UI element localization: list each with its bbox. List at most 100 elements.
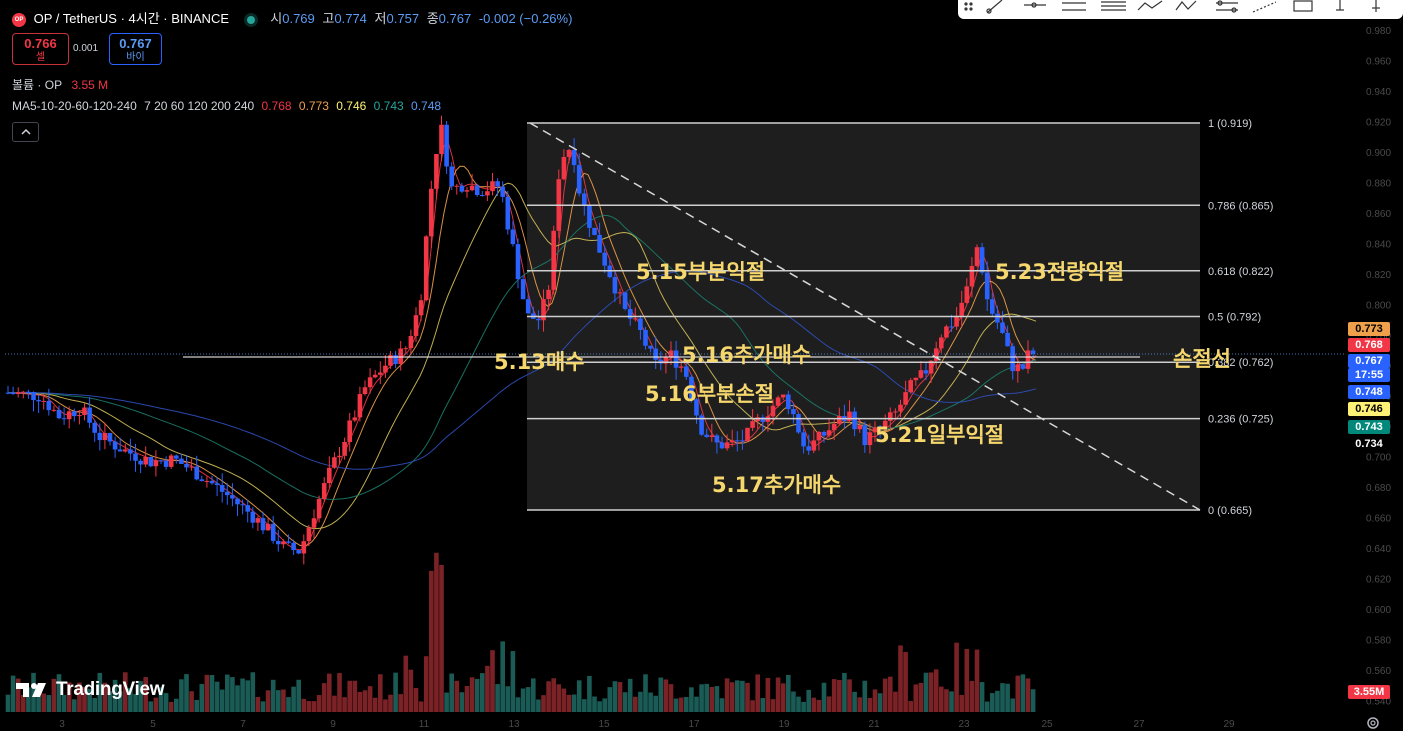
range-icon [1216, 0, 1238, 13]
candle-body [775, 397, 781, 406]
volume-bar [597, 701, 602, 712]
price-axis-tick: 0.540 [1366, 696, 1391, 707]
tradingview-logo-icon [16, 683, 46, 697]
candle-body [811, 440, 817, 451]
candle-body [826, 430, 832, 436]
candle-body [847, 411, 852, 421]
volume-bar [806, 689, 811, 712]
annotation-text[interactable]: 5.23전량익절 [995, 260, 1124, 284]
annotation-text[interactable]: 5.16부분손절 [645, 382, 774, 406]
candle-body [260, 518, 266, 531]
candle-body [31, 392, 36, 401]
tradingview-logo-text: TradingView [56, 679, 165, 700]
time-axis-tick: 25 [1041, 719, 1053, 730]
volume-bar [41, 693, 46, 712]
candle-body [520, 279, 526, 300]
candle-body [398, 348, 403, 365]
volume-bar [296, 679, 301, 712]
annotation-text[interactable]: 손절선 [1173, 347, 1231, 371]
annotation-text[interactable]: 5.15부분익절 [636, 260, 765, 284]
candle-body [342, 441, 347, 456]
rectangle-icon [1293, 0, 1313, 12]
fib-retracement-icon [1101, 1, 1126, 11]
candle-body [724, 442, 730, 449]
candle-body [928, 360, 934, 374]
volume-bar [245, 680, 250, 712]
sell-button[interactable]: 0.766 셀 [12, 33, 69, 65]
candle-body [546, 289, 551, 300]
drawing-toolbar[interactable] [958, 0, 1403, 19]
volume-bar [786, 674, 791, 712]
candle-body [862, 425, 868, 446]
volume-bar [434, 552, 439, 712]
settings-gear-icon[interactable] [1366, 716, 1380, 730]
toolbar-icons [964, 0, 1380, 14]
ma-value-5: 0.748 [411, 99, 442, 113]
symbol-title[interactable]: OP / TetherUS · 4시간 · BINANCE [33, 11, 230, 26]
candle-body [469, 185, 475, 191]
candle-body [240, 504, 245, 506]
fib-levels[interactable]: 1 (0.919) 0.786 (0.865) 0.618 (0.822) 0.5 (… [527, 118, 1273, 517]
volume-bar [709, 686, 715, 712]
candle-body [821, 431, 827, 436]
trade-annotations[interactable]: 5.13매수 5.15부분익절 5.16추가매수 5.16부분손절 5.17추가매수 5.… [494, 260, 1231, 497]
volume-bar [791, 691, 796, 712]
volume-legend[interactable]: 볼륨 · OP 3.55 M [12, 76, 108, 93]
candle-body [740, 440, 745, 442]
volume-bar [689, 687, 694, 712]
price-axis-badge: 0.743 [1348, 420, 1390, 434]
candle-body [46, 400, 52, 411]
volume-bar [882, 678, 888, 712]
volume-bar [801, 701, 806, 712]
price-axis[interactable]: 0.980 0.960 0.940 0.920 0.900 0.880 0.860 0.840… [1366, 26, 1391, 707]
time-axis[interactable]: 3 5 7 9 11 13 15 17 19 21 23 25 27 29 [59, 719, 1235, 730]
volume-bar [398, 694, 403, 712]
buy-button[interactable]: 0.767 바이 [109, 33, 162, 65]
time-axis-tick: 17 [688, 719, 700, 730]
volume-bar [184, 674, 189, 712]
volume-bar [117, 691, 123, 712]
candle-body [286, 541, 291, 543]
candle-body [888, 412, 893, 421]
annotation-text[interactable]: 5.16추가매수 [682, 343, 811, 367]
candle-body [939, 337, 944, 349]
tradingview-logo[interactable]: TradingView [16, 678, 165, 702]
collapse-legend-button[interactable] [12, 122, 39, 142]
candle-body [41, 400, 46, 402]
volume-bar [673, 698, 679, 712]
market-status-icon [246, 15, 255, 24]
volume-bar [602, 698, 607, 712]
volume-bar [123, 672, 128, 712]
candle-body [464, 190, 470, 192]
candle-body [816, 431, 822, 441]
annotation-text[interactable]: 5.17추가매수 [712, 473, 841, 497]
symbol-logo-icon: OP [12, 12, 26, 27]
annotation-text[interactable]: 5.21일부익절 [875, 423, 1004, 447]
volume-bar [179, 679, 184, 712]
volume-bar [551, 678, 556, 712]
candle-body [189, 466, 194, 468]
price-axis-tick: 0.660 [1366, 514, 1391, 525]
volume-bar [219, 689, 225, 712]
candle-body [877, 427, 883, 429]
volume-bar [959, 694, 964, 712]
candle-body [306, 527, 312, 542]
candle-body [107, 433, 113, 442]
candle-body [388, 355, 393, 366]
volume-bar [556, 684, 562, 712]
price-axis-tick: 0.560 [1366, 666, 1391, 677]
fib-level-label: 0.236 (0.725) [1208, 414, 1273, 426]
ohlc-high-label: 고 [322, 11, 335, 26]
candle-body [857, 425, 862, 430]
volume-bar [332, 695, 337, 712]
volume-bar [194, 699, 199, 712]
volume-bar [515, 697, 521, 712]
volume-bar [367, 686, 373, 712]
ma-legend[interactable]: MA5-10-20-60-120-240 7 20 60 120 200 240… [12, 99, 441, 113]
annotation-text[interactable]: 5.13매수 [494, 350, 584, 374]
candle-body [536, 318, 541, 321]
trend-line[interactable] [529, 122, 1201, 511]
candle-body [964, 286, 970, 303]
